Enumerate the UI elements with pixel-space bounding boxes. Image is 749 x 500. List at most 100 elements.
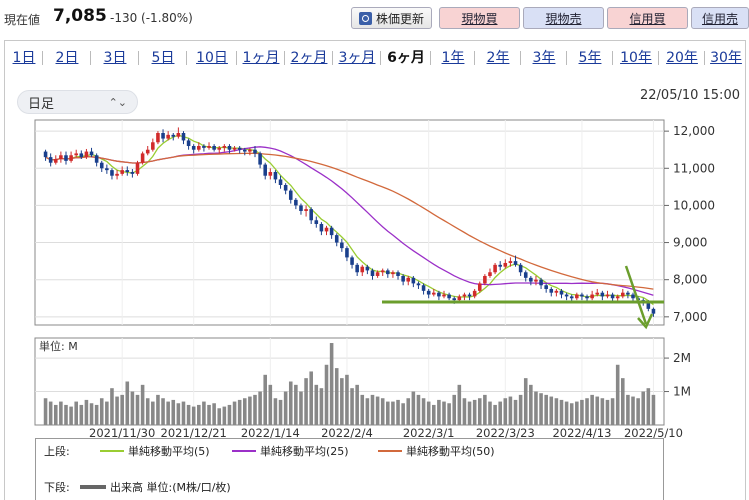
refresh-quote-button[interactable]: 株価更新 bbox=[351, 7, 432, 29]
volume-bar bbox=[518, 394, 523, 425]
cash-buy-button[interactable]: 現物買 bbox=[439, 7, 520, 29]
candle-up bbox=[145, 149, 150, 154]
candle-down bbox=[227, 145, 232, 150]
candle-down bbox=[273, 171, 278, 180]
ma5-line bbox=[45, 134, 654, 306]
tab-period-6[interactable]: 2ヶ月 bbox=[290, 50, 328, 66]
tab-period-14[interactable]: 20年 bbox=[666, 50, 698, 66]
volume-bar bbox=[140, 384, 145, 425]
candle-down bbox=[421, 285, 426, 291]
volume-bar bbox=[319, 388, 324, 425]
candle-up bbox=[493, 264, 497, 273]
candle-up bbox=[503, 262, 508, 267]
volume-bar bbox=[585, 398, 589, 425]
candle-down bbox=[610, 294, 615, 299]
candle-up bbox=[304, 209, 308, 211]
volume-bar bbox=[416, 394, 421, 425]
candle-down bbox=[48, 157, 53, 163]
candle-up bbox=[508, 261, 513, 263]
candle-up bbox=[232, 147, 237, 150]
candle-down bbox=[64, 155, 68, 161]
candle-down bbox=[549, 288, 554, 293]
tab-period-15[interactable]: 30年 bbox=[710, 50, 742, 66]
tab-period-1[interactable]: 2日 bbox=[55, 50, 79, 66]
candle-up bbox=[324, 227, 329, 232]
volume-bar bbox=[610, 398, 615, 425]
candle-down bbox=[110, 170, 114, 176]
tab-period-12[interactable]: 5年 bbox=[578, 50, 602, 66]
candle-up bbox=[59, 155, 63, 159]
volume-bar bbox=[186, 404, 191, 425]
candle-up bbox=[477, 283, 482, 291]
candle-down bbox=[130, 171, 135, 174]
volume-bar bbox=[217, 408, 222, 425]
candle-up bbox=[151, 142, 155, 150]
tab-separator bbox=[236, 51, 237, 65]
volume-bar bbox=[646, 388, 651, 425]
interval-select[interactable]: 日足 ⌃⌄ bbox=[17, 90, 138, 114]
volume-bar bbox=[626, 394, 630, 425]
legend-volume: 出来高 単位:(M株/口/枚) bbox=[80, 479, 231, 495]
volume-bar bbox=[564, 401, 569, 425]
tab-period-0[interactable]: 1日 bbox=[12, 50, 36, 66]
volume-bar bbox=[115, 396, 119, 425]
tab-period-8[interactable]: 6ヶ月 bbox=[381, 41, 431, 73]
candle-up bbox=[207, 145, 211, 148]
volume-bar bbox=[329, 343, 334, 425]
volume-bar bbox=[569, 403, 574, 425]
candle-down bbox=[105, 168, 109, 171]
cash-sell-button[interactable]: 現物売 bbox=[523, 7, 604, 29]
tab-period-3[interactable]: 5日 bbox=[151, 50, 175, 66]
tab-period-10[interactable]: 2年 bbox=[486, 50, 510, 66]
volume-bar bbox=[631, 396, 635, 425]
volume-bar bbox=[278, 399, 283, 425]
tab-period-13[interactable]: 10年 bbox=[620, 50, 652, 66]
volume-bar bbox=[350, 388, 354, 425]
margin-buy-button[interactable]: 信用買 bbox=[607, 7, 688, 29]
candle-up bbox=[166, 134, 170, 139]
legend-swatch-ma25 bbox=[232, 450, 256, 452]
candle-up bbox=[380, 270, 385, 273]
legend-swatch-volume bbox=[80, 485, 106, 489]
candle-up bbox=[595, 292, 600, 295]
volume-bar bbox=[248, 396, 252, 425]
price-tick-label: 12,000 bbox=[673, 124, 715, 138]
candle-up bbox=[590, 294, 594, 299]
volume-bar bbox=[355, 384, 359, 425]
volume-bar bbox=[396, 399, 400, 425]
candle-down bbox=[263, 164, 268, 176]
volume-bar bbox=[401, 403, 405, 425]
quote-header: 現在値 7,085 -130 (-1.80%) 株価更新 現物買 現物売 信用買… bbox=[0, 0, 749, 38]
candle-down bbox=[411, 277, 416, 284]
volume-bar bbox=[145, 398, 150, 425]
volume-bar bbox=[549, 396, 554, 425]
candle-up bbox=[431, 292, 436, 295]
tab-separator bbox=[380, 51, 381, 65]
volume-bar bbox=[227, 404, 232, 425]
tab-period-4[interactable]: 10日 bbox=[196, 50, 228, 66]
volume-bar bbox=[370, 394, 375, 425]
candle-down bbox=[309, 209, 313, 221]
volume-bar bbox=[253, 394, 257, 425]
candle-down bbox=[329, 227, 334, 236]
candle-down bbox=[253, 149, 257, 154]
tab-period-11[interactable]: 3年 bbox=[532, 50, 556, 66]
volume-bar bbox=[431, 404, 436, 425]
volume-bar bbox=[53, 404, 58, 425]
candle-up bbox=[554, 290, 559, 293]
candle-down bbox=[89, 151, 94, 156]
candle-up bbox=[472, 290, 477, 297]
candle-down bbox=[580, 294, 584, 297]
tab-period-5[interactable]: 1ヶ月 bbox=[242, 50, 280, 66]
tab-period-7[interactable]: 3ヶ月 bbox=[338, 50, 376, 66]
volume-bar bbox=[130, 391, 135, 425]
legend-ma5-label: 単純移動平均(5) bbox=[128, 445, 210, 458]
candle-up bbox=[534, 279, 538, 282]
volume-bar bbox=[283, 391, 288, 425]
candle-down bbox=[631, 294, 635, 299]
candle-up bbox=[115, 173, 119, 176]
volume-bar bbox=[345, 374, 349, 425]
tab-period-9[interactable]: 1年 bbox=[441, 50, 465, 66]
tab-period-2[interactable]: 3日 bbox=[103, 50, 127, 66]
